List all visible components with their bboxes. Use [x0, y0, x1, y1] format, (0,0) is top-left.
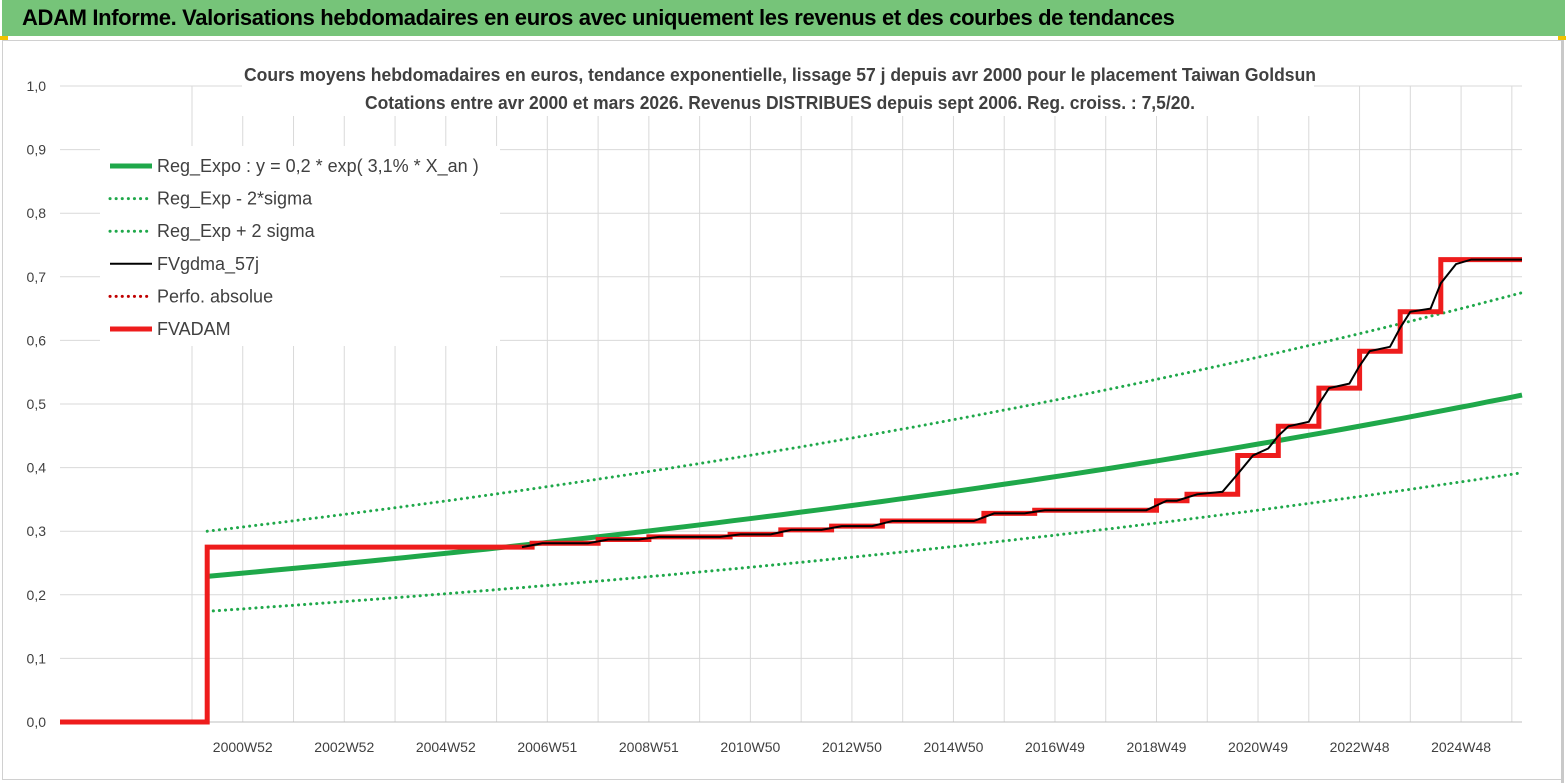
y-tick-label: 0,2 — [27, 587, 47, 603]
page-title: ADAM Informe. Valorisations hebdomadaire… — [22, 5, 1175, 30]
x-tick-labels: 2000W52 2002W52 2004W52 2006W51 2008W51 2010W… — [213, 739, 1491, 755]
x-tick-label: 2012W50 — [822, 739, 882, 755]
legend-label: Reg_Exp - 2*sigma — [157, 189, 313, 210]
y-tick-label: 0,1 — [27, 650, 47, 666]
x-tick-label: 2010W50 — [720, 739, 780, 755]
chart-subtitle: Cotations entre avr 2000 et mars 2026. R… — [365, 93, 1195, 113]
x-tick-label: 2014W50 — [923, 739, 983, 755]
y-tick-label: 0,3 — [27, 523, 47, 539]
series-line-1 — [205, 471, 1524, 613]
x-tick-label: 2020W49 — [1228, 739, 1288, 755]
right-edge-rule — [1561, 40, 1564, 783]
y-tick-label: 0,5 — [27, 396, 47, 412]
x-tick-label: 2002W52 — [314, 739, 374, 755]
legend-label: FVADAM — [157, 319, 231, 339]
legend-label: Reg_Expo : y = 0,2 * exp( 3,1% * X_an ) — [157, 156, 479, 177]
y-tick-label: 1,0 — [27, 78, 47, 94]
chart-title: Cours moyens hebdomadaires en euros, ten… — [244, 65, 1316, 85]
y-tick-labels: 0,0 0,1 0,2 0,3 0,4 0,5 0,6 0,7 0,8 0,9 1,0 — [27, 78, 47, 730]
y-tick-label: 0,7 — [27, 269, 47, 285]
title-backdrop — [242, 58, 1314, 116]
legend-label: FVgdma_57j — [157, 254, 259, 275]
y-tick-label: 0,8 — [27, 205, 47, 221]
header-bar: ADAM Informe. Valorisations hebdomadaire… — [2, 0, 1565, 36]
legend-label: Perfo. absolue — [157, 286, 273, 306]
x-tick-label: 2006W51 — [517, 739, 577, 755]
series-line-3 — [521, 258, 1522, 549]
x-tick-label: 2000W52 — [213, 739, 273, 755]
series-line-2 — [205, 291, 1524, 533]
series-line-0 — [206, 392, 1523, 579]
series-layer — [60, 257, 1524, 725]
x-tick-label: 2008W51 — [619, 739, 679, 755]
y-tick-label: 0,0 — [27, 714, 47, 730]
legend-label: Reg_Exp + 2 sigma — [157, 221, 316, 242]
x-tick-label: 2016W49 — [1025, 739, 1085, 755]
y-tick-label: 0,6 — [27, 332, 47, 348]
corner-mark-right — [1558, 36, 1566, 40]
y-tick-label: 0,4 — [27, 460, 47, 476]
x-tick-label: 2018W49 — [1127, 739, 1187, 755]
x-tick-label: 2022W48 — [1330, 739, 1390, 755]
x-tick-label: 2024W48 — [1431, 739, 1491, 755]
corner-mark-left — [0, 36, 8, 40]
legend: Reg_Expo : y = 0,2 * exp( 3,1% * X_an ) R… — [100, 146, 500, 346]
x-tick-label: 2004W52 — [416, 739, 476, 755]
legend-backdrop — [100, 146, 500, 346]
y-tick-label: 0,9 — [27, 142, 47, 158]
